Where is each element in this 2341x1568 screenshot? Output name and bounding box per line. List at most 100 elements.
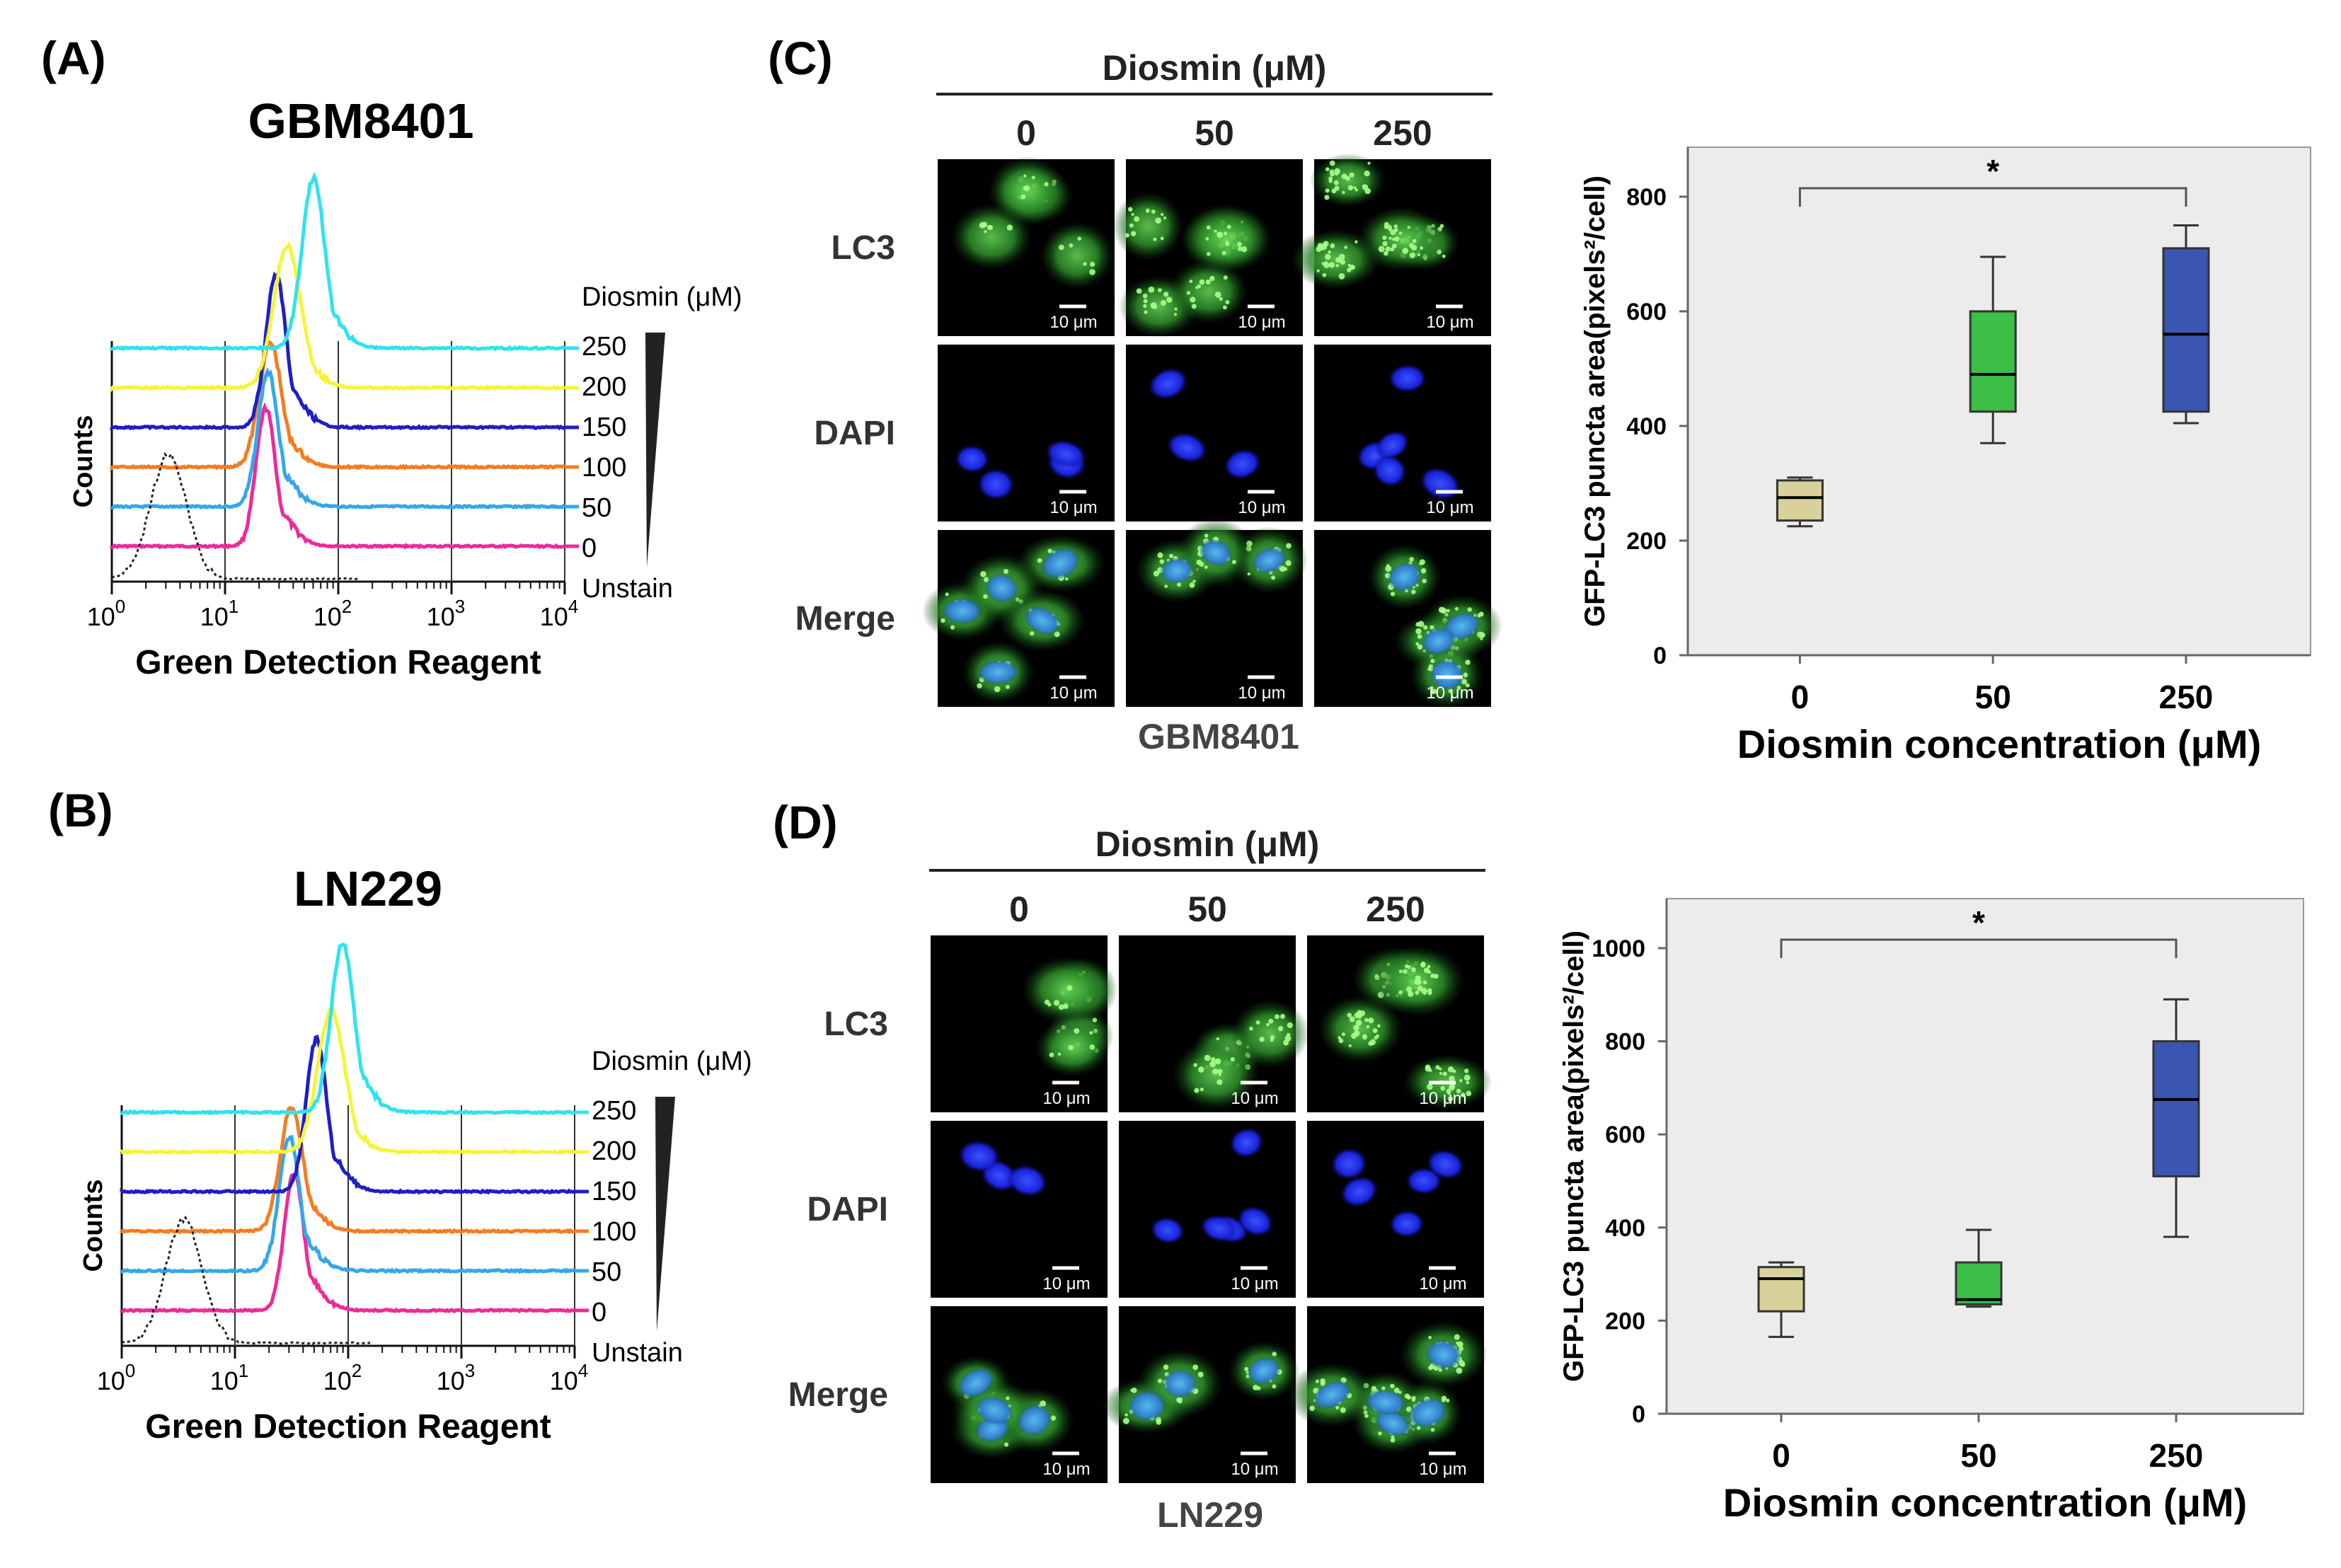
lc3-puncta <box>1131 1387 1137 1393</box>
lc3-puncta <box>1143 304 1147 309</box>
lc3-puncta <box>1334 185 1340 191</box>
legend-level-Unstain: Unstain <box>592 1338 683 1368</box>
lc3-puncta <box>1349 1016 1355 1022</box>
lc3-puncta <box>1153 570 1159 577</box>
lc3-puncta <box>1197 284 1202 289</box>
lc3-puncta <box>1192 1364 1199 1371</box>
lc3-puncta <box>1193 1063 1197 1067</box>
column-label-0: 0 <box>1009 889 1029 929</box>
x-tick-label: 104 <box>550 1360 589 1395</box>
lc3-puncta <box>1356 1013 1363 1019</box>
lc3-puncta <box>1442 1071 1447 1076</box>
box-body <box>1955 1261 2003 1305</box>
lc3-puncta <box>1354 188 1358 192</box>
lc3-puncta <box>1200 1087 1204 1092</box>
panel-b-letter: (B) <box>48 784 113 836</box>
lc3-puncta <box>1428 1335 1432 1339</box>
lc3-puncta <box>1369 1039 1376 1045</box>
lc3-puncta <box>1003 569 1008 575</box>
lc3-puncta <box>1442 254 1446 258</box>
lc3-puncta <box>1419 559 1425 565</box>
lc3-puncta <box>1209 275 1215 282</box>
lc3-puncta <box>1429 1068 1432 1072</box>
group-label: Diosmin (μM) <box>1095 824 1320 864</box>
legend-level-200: 200 <box>592 1136 636 1166</box>
lc3-puncta <box>1342 190 1345 195</box>
lc3-puncta <box>1057 1052 1062 1056</box>
histogram-series-250 <box>110 171 566 352</box>
significance-bracket <box>1798 187 2187 207</box>
lc3-puncta <box>1218 1073 1221 1076</box>
cell-cytoplasm <box>1021 956 1110 1024</box>
lc3-puncta <box>1456 1341 1459 1345</box>
lc3-puncta <box>1020 194 1026 200</box>
lc3-puncta <box>1069 243 1074 248</box>
lc3-puncta <box>1384 250 1388 256</box>
histogram-series-50 <box>110 367 566 510</box>
lc3-puncta <box>1160 299 1167 306</box>
lc3-puncta <box>1447 1066 1454 1073</box>
row-label-lc3: LC3 <box>831 229 895 267</box>
legend-level-0: 0 <box>592 1298 606 1327</box>
y-axis-title: GFP-LC3 puncta area(pixels²/cell) <box>1558 930 1589 1382</box>
lc3-puncta <box>1323 262 1330 269</box>
micrograph-background <box>1307 1121 1484 1298</box>
nucleus <box>957 1367 995 1399</box>
lc3-puncta <box>1223 231 1228 236</box>
lc3-puncta <box>1063 1003 1069 1009</box>
lc3-puncta <box>1349 172 1354 178</box>
lc3-puncta <box>1223 275 1228 280</box>
lc3-puncta <box>1210 1057 1216 1062</box>
lc3-puncta <box>1420 567 1427 574</box>
nucleus <box>1016 1403 1052 1437</box>
lc3-puncta <box>1277 1025 1284 1032</box>
lc3-puncta <box>1253 1385 1258 1390</box>
lc3-puncta <box>1217 1068 1223 1074</box>
lc3-puncta <box>1315 1379 1319 1383</box>
lc3-puncta <box>1390 247 1395 252</box>
lc3-puncta <box>1189 582 1195 588</box>
lc3-puncta <box>1447 1096 1454 1102</box>
lc3-puncta <box>1467 607 1472 612</box>
box-0 <box>1776 476 1824 528</box>
micrograph-lc3-0: 10 μm <box>938 156 1115 336</box>
lc3-puncta <box>983 594 988 599</box>
lc3-puncta <box>1047 1003 1052 1007</box>
lc3-puncta <box>1385 565 1392 572</box>
lc3-puncta <box>1347 185 1354 191</box>
nucleus <box>1388 364 1427 393</box>
nucleus <box>1407 1397 1448 1429</box>
x-tick-exponent: 2 <box>352 1360 362 1381</box>
lc3-puncta <box>1322 272 1327 277</box>
lc3-puncta <box>1338 1036 1342 1040</box>
lc3-puncta <box>1415 642 1420 646</box>
lc3-puncta <box>1430 1428 1435 1432</box>
lc3-puncta <box>1353 186 1357 190</box>
lc3-puncta <box>1325 253 1331 260</box>
lc3-puncta <box>1089 1044 1095 1050</box>
lc3-puncta <box>988 225 994 231</box>
lc3-puncta <box>1225 241 1229 245</box>
lc3-puncta <box>1319 246 1325 251</box>
legend-level-50: 50 <box>592 1257 621 1287</box>
lc3-puncta <box>1241 246 1248 253</box>
lc3-puncta <box>1440 1085 1446 1091</box>
lc3-puncta <box>1423 991 1427 996</box>
legend-level-100: 100 <box>592 1217 636 1247</box>
lc3-puncta <box>1125 1413 1128 1417</box>
micrograph-background <box>1126 345 1303 521</box>
x-tick-label: 101 <box>210 1360 249 1395</box>
lc3-puncta <box>1173 313 1178 316</box>
lc3-puncta <box>1237 241 1242 247</box>
nucleus <box>1340 1176 1379 1207</box>
lc3-puncta <box>1449 1076 1455 1082</box>
lc3-puncta <box>1393 224 1398 229</box>
panel-a-cell-line: GBM8401 <box>248 93 473 149</box>
lc3-puncta <box>1409 252 1416 259</box>
box-50 <box>1969 255 2017 444</box>
lc3-puncta <box>1478 611 1484 617</box>
nucleus <box>1389 1210 1425 1238</box>
lc3-puncta <box>1432 688 1437 694</box>
scale-bar-label: 10 μm <box>1419 1089 1466 1108</box>
